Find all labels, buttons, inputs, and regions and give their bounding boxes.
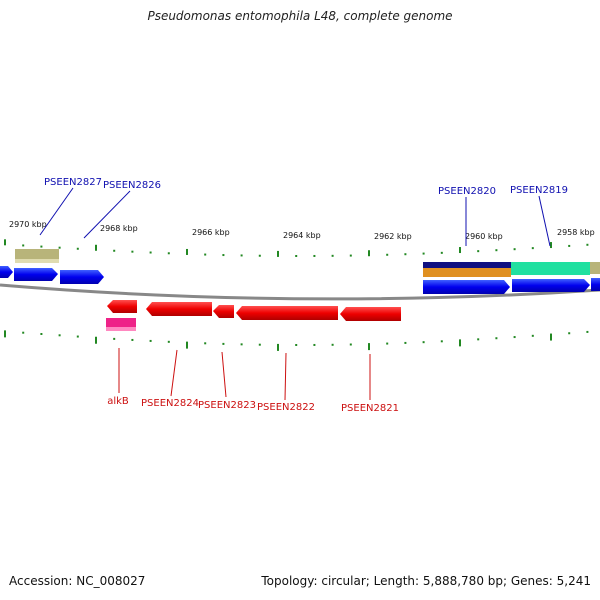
reverse-gene-pseen2822-arrow[interactable] (236, 306, 338, 320)
gene-label-pseen2826[interactable]: PSEEN2826 (103, 180, 161, 191)
feature-bar-tan-right[interactable] (590, 262, 600, 274)
reverse-gene-alkb-arrow[interactable] (107, 300, 137, 313)
tick-label-2964: 2964 kbp (283, 231, 321, 240)
forward-gene-arrow[interactable] (591, 278, 600, 291)
forward-gene-arrow[interactable] (14, 268, 58, 281)
connector-pseen2824 (170, 349, 178, 397)
genome-backbone (0, 283, 600, 301)
forward-gene-arrow[interactable] (60, 270, 104, 284)
connector-pseen2827 (39, 187, 74, 236)
tick-label-2960: 2960 kbp (465, 232, 503, 241)
forward-gene-arrow[interactable] (512, 279, 590, 292)
connector-pseen2819 (538, 195, 551, 247)
genome-summary-text: Topology: circular; Length: 5,888,780 bp… (261, 574, 591, 588)
tick-label-2968: 2968 kbp (100, 224, 138, 233)
connector-pseen2823 (221, 351, 227, 398)
connector-pseen2826 (83, 190, 131, 239)
accession-text: Accession: NC_008027 (9, 574, 146, 588)
gene-label-alkb[interactable]: alkB (107, 396, 129, 407)
forward-gene-arrow[interactable] (423, 280, 510, 294)
gene-label-pseen2824[interactable]: PSEEN2824 (141, 398, 199, 409)
gene-label-pseen2823[interactable]: PSEEN2823 (198, 400, 256, 411)
gene-label-pseen2821[interactable]: PSEEN2821 (341, 403, 399, 414)
tick-label-2958: 2958 kbp (557, 228, 595, 237)
feature-bar-orange[interactable] (423, 268, 511, 277)
tick-label-2966: 2966 kbp (192, 228, 230, 237)
map-title: Pseudomonas entomophila L48, complete ge… (147, 9, 453, 23)
feature-bar-tan-highlight (15, 259, 59, 263)
connector-pseen2822 (284, 352, 287, 401)
gene-label-pseen2820[interactable]: PSEEN2820 (438, 186, 496, 197)
feature-bar-navy[interactable] (423, 262, 511, 268)
feature-bar-teal[interactable] (511, 262, 590, 275)
feature-bar-pink-highlight (106, 327, 136, 331)
reverse-gene-pseen2823-arrow[interactable] (213, 305, 234, 318)
gene-label-pseen2822[interactable]: PSEEN2822 (257, 402, 315, 413)
gene-label-pseen2819[interactable]: PSEEN2819 (510, 185, 568, 196)
reverse-gene-pseen2821-arrow[interactable] (340, 307, 401, 321)
tick-label-2970: 2970 kbp (9, 220, 47, 229)
tick-row-reverse (4, 330, 589, 351)
reverse-gene-pseen2824-arrow[interactable] (146, 302, 212, 316)
tick-label-2962: 2962 kbp (374, 232, 412, 241)
forward-gene-arrow[interactable] (0, 266, 13, 278)
tick-row-forward (4, 239, 589, 257)
gene-label-pseen2827[interactable]: PSEEN2827 (44, 177, 102, 188)
